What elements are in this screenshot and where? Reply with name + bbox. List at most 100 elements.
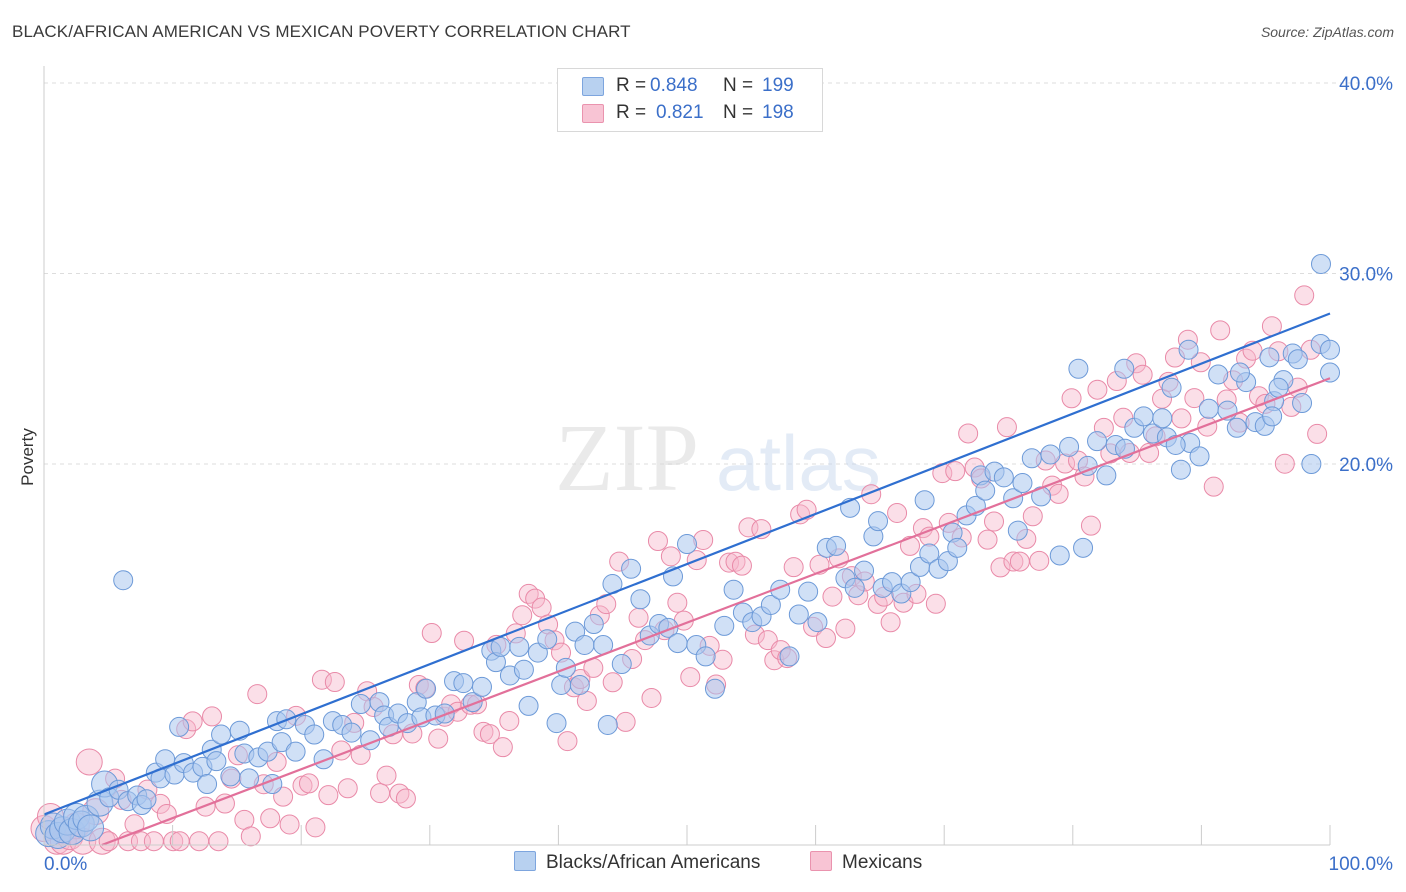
y-tick-label: 40.0% [1339,74,1393,95]
legend-n-label: N = [723,75,754,96]
mexicans-point [1009,551,1030,572]
mexicans-point [1294,285,1315,306]
blacks-point [844,577,865,598]
blacks-point [271,732,292,753]
blacks-point [1012,473,1033,494]
mexicans-point [395,788,416,809]
mexicans-point [822,586,843,607]
mexicans-point [370,783,391,804]
blacks-point [1073,537,1094,558]
blacks-point [1068,358,1089,379]
blacks-point [621,558,642,579]
blacks-point [1198,398,1219,419]
blacks-point [77,814,105,842]
blacks-point [1310,253,1331,274]
mexicans-point [1171,408,1192,429]
blacks-point [1133,406,1154,427]
mexicans-point [214,793,235,814]
legend-r-label: R = [616,75,647,96]
mexicans-point [984,511,1005,532]
blacks-point [807,612,828,633]
blacks-point [714,615,735,636]
blacks-point [1226,417,1247,438]
blacks-point [313,749,334,770]
blacks-point [854,560,875,581]
mexicans-point [1048,483,1069,504]
blacks-point [537,629,558,650]
mexicans-point [725,551,746,572]
blacks-point [471,676,492,697]
bottom-legend-blacks: Blacks/African Americans [514,851,760,874]
correlation-legend: R = 0.848 N = 199 R = 0.821 N = 198 [557,68,823,132]
blacks-point [723,579,744,600]
blacks-point [518,695,539,716]
blacks-point [611,654,632,675]
mexicans-point [279,814,300,835]
mexicans-point [731,555,752,576]
blacks-point [1189,446,1210,467]
mexicans-point [1274,453,1295,474]
x-tick-label: 100.0% [1329,854,1394,875]
legend-n-value: 198 [762,102,794,123]
mexicans-point [680,667,701,688]
blacks-point [169,716,190,737]
blacks-point [1262,406,1283,427]
mexicans-point [557,731,578,752]
mexicans-point [738,517,759,538]
mexicans-trend-line [101,377,1331,847]
mexicans-point [376,765,397,786]
blacks-point [1021,448,1042,469]
mexicans-point [647,530,668,551]
legend-r-value: 0.821 [656,102,704,123]
y-tick-label: 30.0% [1339,265,1393,286]
mexicans-point [492,737,513,758]
blacks-point [1096,465,1117,486]
blacks-point [788,604,809,625]
mexicans-point [240,826,261,847]
mexicans-point [783,557,804,578]
axes: 20.0%30.0%40.0%50.0%0.0%100.0% [43,66,1394,875]
mexicans-point [1029,550,1050,571]
blacks-point [704,678,725,699]
blacks-point [546,713,567,734]
legend-n-value: 199 [762,75,794,96]
blacks-point [350,694,371,715]
bottom-swatch-pink [810,851,832,871]
mexicans-point [958,423,979,444]
blacks-point [779,646,800,667]
blacks-point [947,537,968,558]
blacks-point [509,636,530,657]
mexicans-point [945,461,966,482]
mexicans-point [189,831,210,852]
blacks-point [551,674,572,695]
blacks-point [677,534,697,555]
legend-r-label: R = [616,102,647,123]
blacks-point [760,594,781,615]
blacks-point [1040,444,1061,465]
blacks-point [1320,339,1340,360]
legend-swatch-pink [582,104,604,123]
blacks-point [257,741,278,762]
mexicans-point [512,605,533,626]
blacks-point [1087,431,1108,452]
blacks-point [1007,520,1028,541]
mexicans-point [912,518,933,539]
blacks-point [583,614,604,635]
blacks-point [914,490,935,511]
mexicans-point [75,748,103,776]
blacks-point [695,646,716,667]
mexicans-point [499,710,520,731]
blacks-point [1059,436,1080,457]
mexicans-point [628,607,649,628]
blacks-point [1259,347,1280,368]
mexicans-point [208,831,229,852]
mexicans-point [1022,506,1043,527]
blacks-point [113,570,134,591]
mexicans-point [1080,515,1101,536]
mexicans-point [318,785,339,806]
blacks-point [453,673,474,694]
mexicans-point [1210,320,1231,341]
blacks-point [513,659,534,680]
blacks-point [304,724,325,745]
